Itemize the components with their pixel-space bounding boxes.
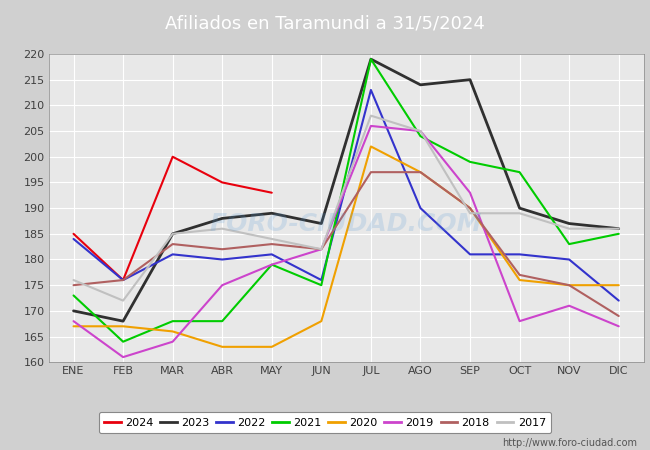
Legend: 2024, 2023, 2022, 2021, 2020, 2019, 2018, 2017: 2024, 2023, 2022, 2021, 2020, 2019, 2018…	[99, 412, 551, 433]
Text: Afiliados en Taramundi a 31/5/2024: Afiliados en Taramundi a 31/5/2024	[165, 14, 485, 33]
Text: FORO-CIUDAD.COM: FORO-CIUDAD.COM	[210, 212, 482, 235]
Text: http://www.foro-ciudad.com: http://www.foro-ciudad.com	[502, 438, 637, 448]
